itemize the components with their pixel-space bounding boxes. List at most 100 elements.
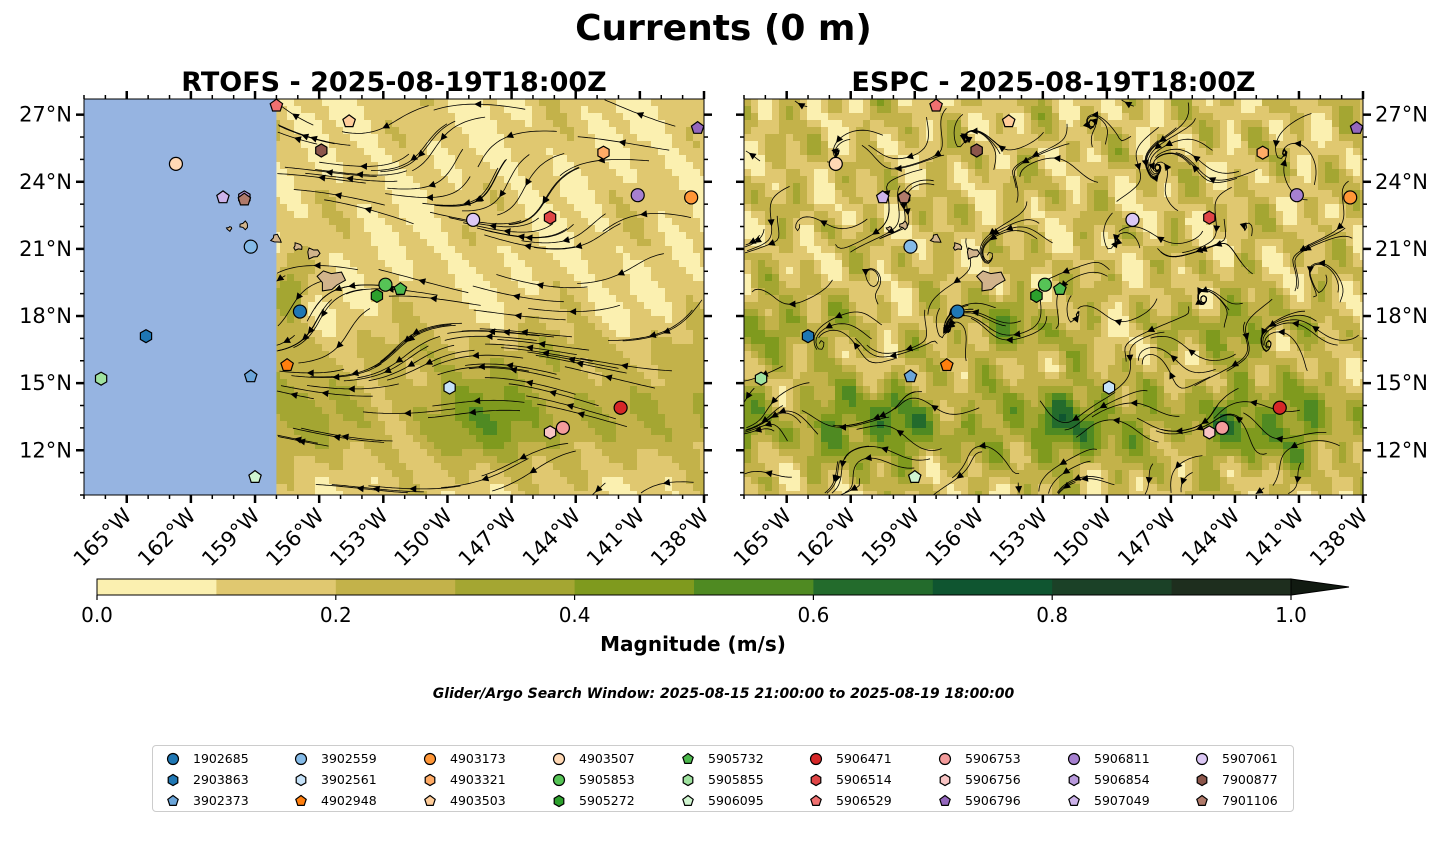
- field-cell: [294, 148, 302, 156]
- field-cell: [413, 218, 421, 226]
- field-cell: [476, 365, 484, 373]
- field-cell: [287, 379, 295, 387]
- field-cell: [462, 274, 470, 282]
- field-cell: [385, 253, 393, 261]
- field-cell: [686, 316, 694, 324]
- field-cell: [469, 141, 477, 149]
- field-cell: [602, 127, 610, 135]
- field-cell: [658, 470, 666, 478]
- field-cell: [392, 435, 400, 443]
- field-cell: [637, 435, 645, 443]
- field-cell: [448, 316, 456, 324]
- field-cell: [658, 435, 666, 443]
- field-cell: [651, 253, 659, 261]
- field-cell: [630, 99, 638, 107]
- field-cell: [287, 239, 295, 247]
- field-cell: [448, 183, 456, 191]
- field-cell: [595, 218, 603, 226]
- field-cell: [483, 295, 491, 303]
- field-cell: [595, 456, 603, 464]
- field-cell: [371, 183, 379, 191]
- field-cell: [686, 232, 694, 240]
- field-cell: [511, 113, 519, 121]
- field-cell: [357, 295, 365, 303]
- field-cell: [273, 253, 281, 261]
- field-cell: [602, 267, 610, 275]
- field-cell: [630, 274, 638, 282]
- field-cell: [602, 330, 610, 338]
- field-cell: [539, 218, 547, 226]
- field-cell: [693, 162, 701, 170]
- field-cell: [385, 344, 393, 352]
- field-cell: [329, 162, 337, 170]
- field-cell: [623, 120, 631, 128]
- field-cell: [483, 435, 491, 443]
- field-cell: [392, 169, 400, 177]
- field-cell: [371, 400, 379, 408]
- field-cell: [672, 225, 680, 233]
- field-cell: [532, 358, 540, 366]
- field-cell: [574, 393, 582, 401]
- field-cell: [588, 330, 596, 338]
- field-cell: [364, 421, 372, 429]
- field-cell: [441, 323, 449, 331]
- field-cell: [483, 323, 491, 331]
- field-cell: [434, 358, 442, 366]
- field-cell: [679, 484, 687, 492]
- field-cell: [336, 134, 344, 142]
- field-cell: [651, 470, 659, 478]
- field-cell: [588, 246, 596, 254]
- field-cell: [532, 351, 540, 359]
- field-cell: [581, 281, 589, 289]
- field-cell: [623, 470, 631, 478]
- field-cell: [385, 99, 393, 107]
- field-cell: [672, 337, 680, 345]
- field-cell: [364, 225, 372, 233]
- field-cell: [329, 428, 337, 436]
- field-cell: [273, 316, 281, 324]
- field-cell: [490, 239, 498, 247]
- field-cell: [602, 316, 610, 324]
- field-cell: [679, 330, 687, 338]
- field-cell: [686, 295, 694, 303]
- field-cell: [308, 211, 316, 219]
- field-cell: [623, 330, 631, 338]
- field-cell: [420, 442, 428, 450]
- field-cell: [693, 344, 701, 352]
- field-cell: [574, 428, 582, 436]
- field-cell: [301, 267, 309, 275]
- field-cell: [315, 99, 323, 107]
- field-cell: [378, 407, 386, 415]
- field-cell: [273, 449, 281, 457]
- field-cell: [350, 197, 358, 205]
- field-cell: [560, 162, 568, 170]
- field-cell: [672, 295, 680, 303]
- field-cell: [420, 344, 428, 352]
- field-cell: [693, 211, 701, 219]
- field-cell: [280, 414, 288, 422]
- field-cell: [476, 183, 484, 191]
- field-cell: [294, 225, 302, 233]
- field-cell: [595, 183, 603, 191]
- field-cell: [378, 239, 386, 247]
- field-cell: [308, 99, 316, 107]
- field-cell: [588, 414, 596, 422]
- field-cell: [658, 358, 666, 366]
- field-cell: [532, 225, 540, 233]
- field-cell: [322, 113, 330, 121]
- field-cell: [616, 386, 624, 394]
- field-cell: [413, 274, 421, 282]
- field-cell: [483, 309, 491, 317]
- field-cell: [357, 456, 365, 464]
- field-cell: [364, 351, 372, 359]
- field-cell: [378, 183, 386, 191]
- field-cell: [343, 442, 351, 450]
- field-cell: [693, 330, 701, 338]
- field-cell: [287, 337, 295, 345]
- field-cell: [497, 155, 505, 163]
- field-cell: [539, 337, 547, 345]
- field-cell: [427, 470, 435, 478]
- field-cell: [315, 477, 323, 485]
- field-cell: [525, 414, 533, 422]
- field-cell: [462, 323, 470, 331]
